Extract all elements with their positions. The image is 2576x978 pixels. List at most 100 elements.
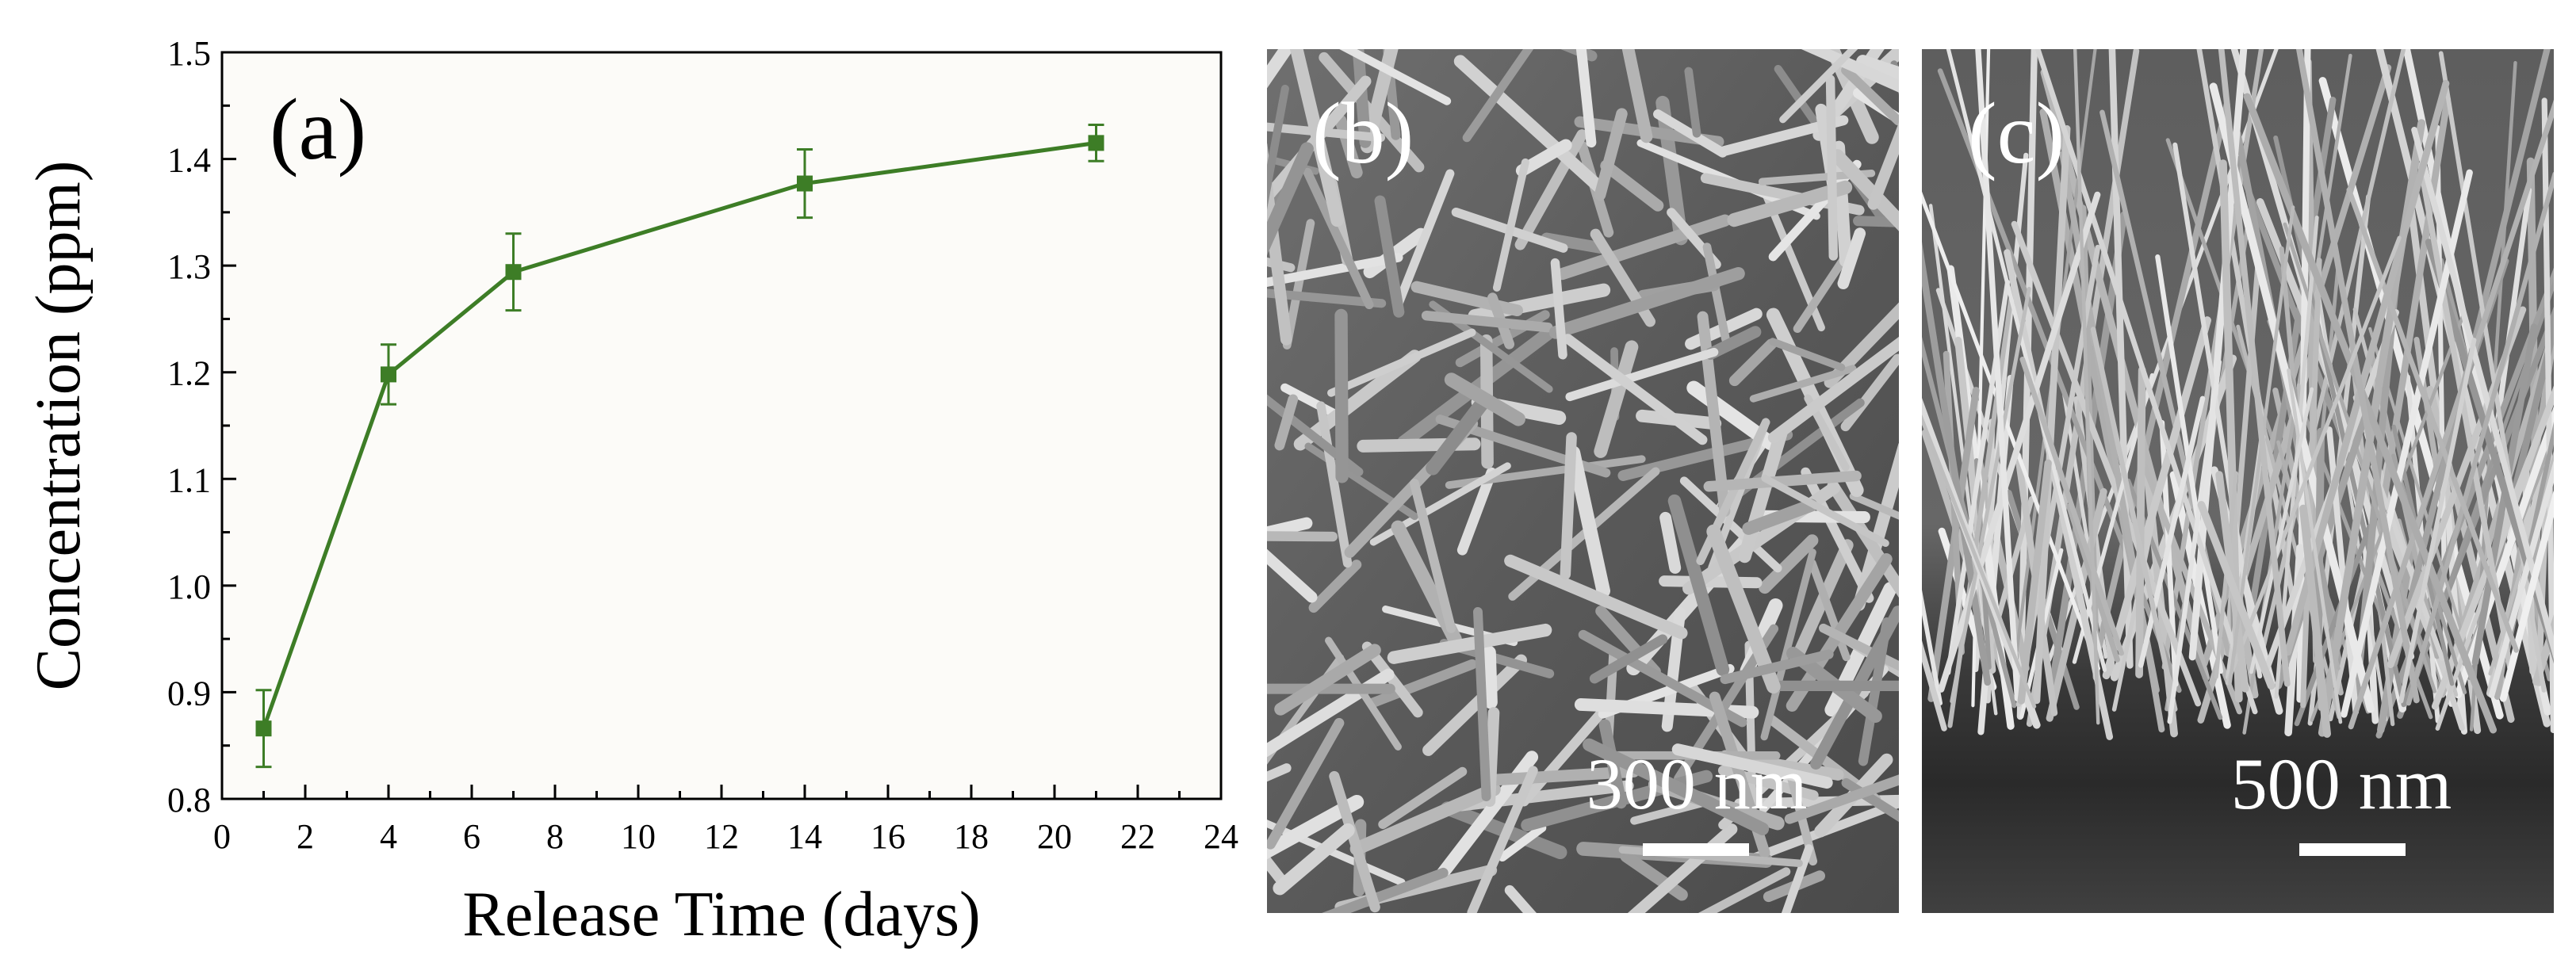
x-tick-label: 10 <box>621 817 656 856</box>
nanorod <box>1827 479 1899 598</box>
nanorod <box>1781 844 1813 913</box>
nanorods-c <box>1922 49 2554 740</box>
nanorod <box>2019 357 2124 656</box>
nanorod <box>2188 49 2248 661</box>
plot-area <box>220 51 1223 800</box>
nanorod <box>1594 340 1639 458</box>
nanorod <box>2017 459 2052 705</box>
nanorod <box>2004 249 2114 740</box>
nanorod <box>2488 460 2554 698</box>
nanorod <box>2410 278 2554 691</box>
scale-bar-b <box>1643 843 1749 856</box>
nanorod <box>1565 347 1719 402</box>
x-tick-label: 22 <box>1120 817 1155 856</box>
y-axis-label: Concentration (ppm) <box>24 161 94 691</box>
nanorod <box>1653 109 1728 158</box>
nanorod <box>1467 766 1538 913</box>
nanorod <box>1548 267 1745 339</box>
nanorod <box>1504 884 1537 913</box>
chart-marks <box>255 124 1104 769</box>
nanorod <box>1273 823 1355 896</box>
nanorod <box>1720 649 1834 685</box>
nanorod <box>1462 49 1534 143</box>
y-tick-label: 1.1 <box>167 460 211 499</box>
x-tick-label: 16 <box>871 817 905 856</box>
nanorod <box>1339 49 1452 105</box>
nanorod <box>1950 286 2031 704</box>
nanorod <box>1922 414 2037 709</box>
nanorod <box>1563 334 1708 445</box>
nanorod <box>2406 171 2554 706</box>
nanorod <box>2090 327 2178 712</box>
nanorod <box>1761 474 1889 548</box>
nanorod <box>2417 162 2513 671</box>
nanorod <box>1361 49 1399 154</box>
nanorod <box>2111 505 2158 712</box>
nanorod <box>1482 645 1498 709</box>
nanorod <box>1760 548 1816 741</box>
y-tick-label: 1.5 <box>167 34 211 73</box>
nanorod <box>1426 395 1490 476</box>
nanorod <box>1361 641 1423 718</box>
nanorod <box>1267 143 1292 346</box>
nanorod <box>2439 318 2554 698</box>
nanorod <box>1589 634 1668 684</box>
nanorod <box>1289 49 1344 227</box>
nanorod <box>2287 368 2343 724</box>
nanorod <box>1504 554 1688 640</box>
nanorod <box>1560 432 1577 580</box>
nanorod <box>1316 401 1353 568</box>
nanorod <box>1600 159 1664 212</box>
nanorod <box>1744 798 1899 865</box>
y-tick-label: 0.8 <box>167 781 211 819</box>
nanorod <box>1738 426 1788 563</box>
nanorod <box>1830 149 1899 231</box>
nanorod <box>2218 49 2291 687</box>
nanorod <box>1784 774 1899 824</box>
y-tick-label: 1.0 <box>167 567 211 606</box>
nanorod <box>1594 108 1628 201</box>
nanorod <box>2295 49 2420 704</box>
nanorod <box>1684 67 1701 138</box>
nanorod <box>2138 395 2206 668</box>
nanorod <box>1456 467 1497 556</box>
nanorod <box>2284 79 2450 656</box>
x-tick-label: 2 <box>297 817 314 856</box>
nanorod <box>1387 623 1552 664</box>
nanorod <box>1282 219 1315 350</box>
nanorod <box>1849 492 1899 520</box>
nanorod <box>1267 257 1296 273</box>
nanorod <box>1267 517 1313 539</box>
nanorod <box>2033 124 2071 705</box>
x-axis-label: Release Time (days) <box>462 880 980 949</box>
nanorod <box>2034 49 2258 715</box>
nanorod <box>1922 640 1947 732</box>
nanorod <box>2488 450 2554 676</box>
nanorod <box>1769 338 1846 372</box>
nanorod <box>1837 227 1866 289</box>
nanorod <box>1492 158 1529 292</box>
nanorod <box>1728 338 1777 387</box>
nanorod <box>1267 853 1291 891</box>
nanorods-b <box>1267 49 1899 913</box>
nanorod <box>1767 336 1899 444</box>
nanorod <box>1598 719 1627 809</box>
nanorod <box>1975 49 2021 702</box>
nanorod <box>1421 310 1553 333</box>
nanorod <box>2102 316 2211 680</box>
nanorod <box>1293 350 1422 451</box>
nanorod <box>2040 68 2210 682</box>
nanorod <box>1267 717 1345 850</box>
nanorod <box>1841 65 1899 126</box>
nanorod <box>1671 743 1833 789</box>
nanorod <box>2167 359 2222 724</box>
nanorod <box>2256 49 2406 670</box>
scale-bar-c <box>2299 843 2406 856</box>
nanorod <box>2499 491 2554 702</box>
nanorod <box>1759 534 1819 594</box>
nanorod <box>2011 220 2202 707</box>
nanorod <box>1308 560 1362 613</box>
nanorod <box>2348 99 2554 730</box>
nanorod <box>1575 49 1597 148</box>
nanorod <box>2135 366 2146 678</box>
